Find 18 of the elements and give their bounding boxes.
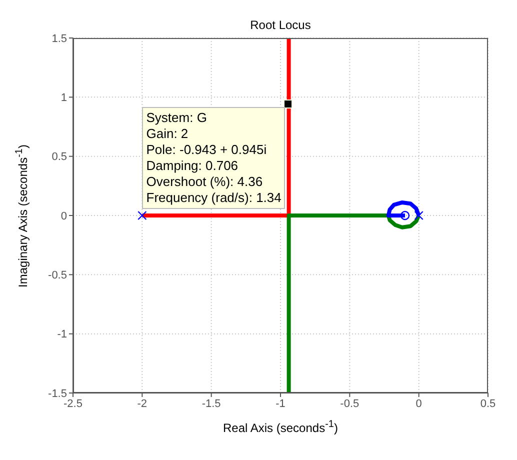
x-tick-label: -1 (276, 398, 286, 410)
line-series (286, 214, 421, 393)
x-tick-label: 0 (416, 398, 422, 410)
x-tick-label: 0.5 (480, 398, 496, 410)
x-axis-title: Real Axis (seconds$^{-1}$) (222, 419, 339, 435)
y-tick-label: -1 (57, 328, 67, 341)
x-tick-label: -1.5 (202, 398, 221, 410)
y-tick-label: 1.5 (52, 32, 67, 45)
y-tick-label: 1 (60, 92, 67, 104)
chart-title: Root Locus (249, 18, 312, 32)
y-tick-label: -0.5 (48, 270, 67, 282)
x-tick-label: -2.5 (64, 398, 82, 410)
annotation: System: G Gain: 2 Pole: -0.943 + 0.945i Damping: 0.706 Overshoot (%): 4.36 Frequency (rad/s): 1.34 (142, 106, 286, 209)
x-tick-label: -0.5 (340, 398, 360, 410)
x-tick-label: -2 (137, 398, 148, 410)
y-tick-label: 0.5 (52, 151, 67, 164)
y-tick-label: -1.5 (48, 388, 67, 400)
y-tick-label: 0 (60, 210, 67, 222)
